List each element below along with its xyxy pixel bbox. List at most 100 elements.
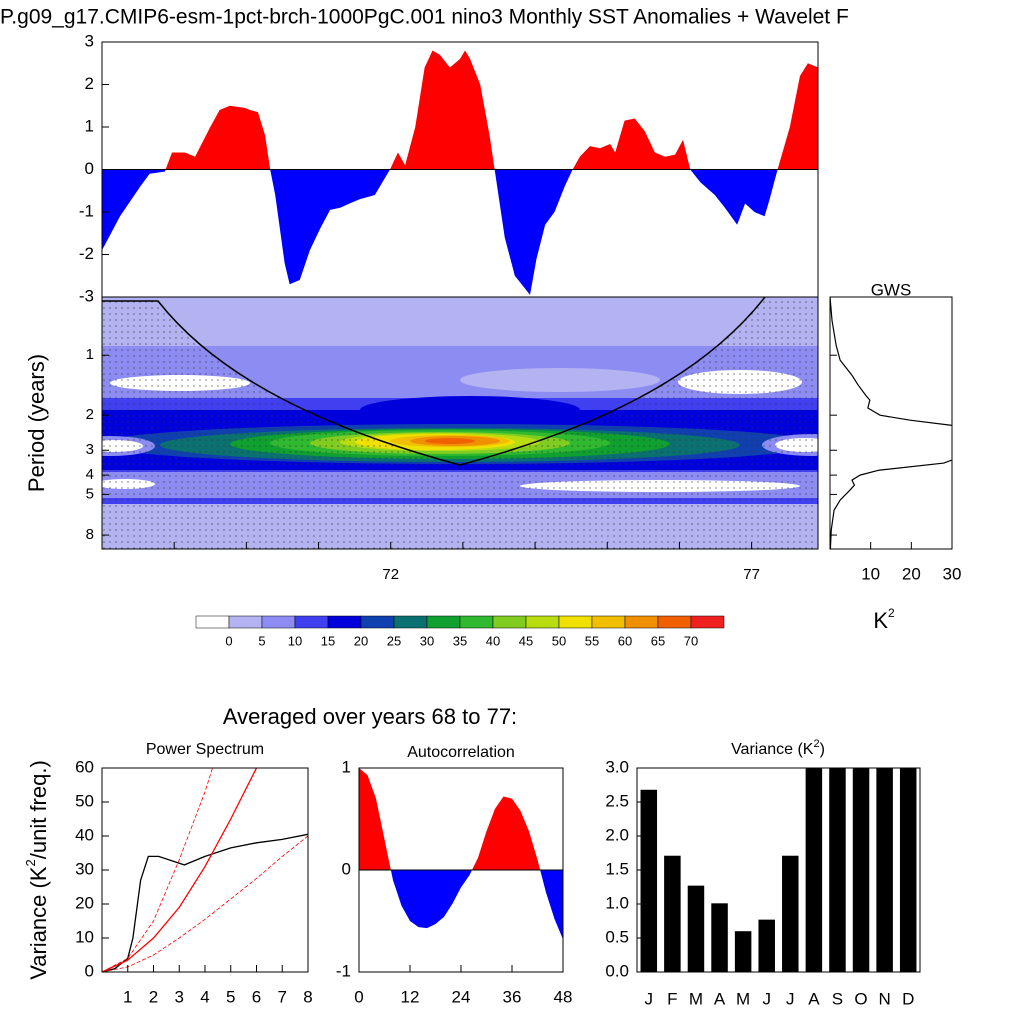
variance-title: Variance (K2) <box>731 738 825 758</box>
colorbar-label: 50 <box>552 633 566 648</box>
colorbar-label: 35 <box>453 633 467 648</box>
colorbar-label: 55 <box>585 633 599 648</box>
negative-area <box>359 870 563 940</box>
y-tick-label: 8 <box>86 526 94 543</box>
y-tick-label: 0 <box>85 159 94 178</box>
colorbar-box <box>228 615 263 629</box>
y-tick-label: 0 <box>85 961 94 980</box>
y-tick-label: 3 <box>86 441 94 458</box>
y-tick-label: 30 <box>75 859 94 878</box>
y-tick-label: 1 <box>86 346 94 363</box>
label-sup: 2 <box>23 859 38 866</box>
x-tick-label: J <box>762 989 771 1008</box>
label-sup: 2 <box>888 606 895 620</box>
bar <box>734 931 752 972</box>
x-tick-label: 7 <box>278 987 287 1006</box>
colorbar-box <box>459 615 494 629</box>
colorbar-box <box>327 615 362 629</box>
colorbar-box <box>657 615 692 629</box>
y-tick-label: -2 <box>79 244 94 263</box>
colorbar-box <box>195 615 230 629</box>
series-line <box>102 768 258 972</box>
x-tick-label: 10 <box>861 564 880 583</box>
x-tick-label: 12 <box>401 987 420 1006</box>
x-tick-label: J <box>645 989 654 1008</box>
negative-area <box>102 169 818 295</box>
colorbar-box <box>591 615 626 629</box>
colorbar-label: 40 <box>486 633 500 648</box>
x-tick-label: M <box>689 989 703 1008</box>
y-tick-label: -1 <box>79 201 94 220</box>
colorbar-label: 25 <box>387 633 401 648</box>
y-tick-label: 50 <box>75 791 94 810</box>
colorbar-label: 45 <box>519 633 533 648</box>
gws-line <box>830 297 952 549</box>
colorbar-box <box>624 615 659 629</box>
y-tick-label: 1 <box>342 757 351 776</box>
label-part: /unit freq.) <box>26 760 51 859</box>
x-tick-label: 6 <box>252 987 261 1006</box>
series-line <box>102 833 308 972</box>
bar <box>711 903 728 972</box>
x-tick-label: 8 <box>303 987 312 1006</box>
y-tick-label: 1 <box>85 116 94 135</box>
autocorr-title: Autocorrelation <box>407 744 515 761</box>
x-tick-label: 4 <box>200 987 209 1006</box>
series-line <box>102 835 308 972</box>
x-tick-label: 3 <box>175 987 184 1006</box>
y-tick-label: 3.0 <box>605 757 629 776</box>
x-tick-label: 24 <box>452 987 471 1006</box>
y-tick-label: -3 <box>79 286 94 305</box>
y-tick-label: 2 <box>86 406 94 423</box>
plot-frame <box>101 296 819 550</box>
label-sup: 2 <box>813 738 819 750</box>
y-tick-label: 10 <box>75 927 94 946</box>
bar <box>805 768 823 972</box>
y-tick-label: 3 <box>85 31 94 50</box>
chart-title: P.g09_g17.CMIP6-esm-1pct-brch-1000PgC.00… <box>0 6 849 29</box>
y-axis-label: Period (years) <box>24 354 49 492</box>
x-tick-label: 48 <box>554 987 573 1006</box>
bar <box>758 919 775 972</box>
y-tick-label: 40 <box>75 825 94 844</box>
bar <box>664 855 681 972</box>
plot-frame <box>829 296 953 550</box>
x-tick-label: S <box>832 989 843 1008</box>
colorbar-box <box>525 615 560 629</box>
y-tick-label: 0.0 <box>605 961 629 980</box>
x-tick-label: 0 <box>354 987 363 1006</box>
x-tick-label: N <box>878 989 890 1008</box>
y-tick-label: -1 <box>336 961 351 980</box>
gws-x-label: K2 <box>873 606 895 633</box>
label-part: ) <box>820 741 825 758</box>
colorbar-label: 30 <box>420 633 434 648</box>
colorbar-box <box>690 615 725 629</box>
bar <box>782 855 799 972</box>
x-tick-label: O <box>854 989 867 1008</box>
colorbar-box <box>492 615 527 629</box>
colorbar-box <box>294 615 329 629</box>
bar <box>899 768 917 972</box>
y-tick-label: 60 <box>75 757 94 776</box>
x-tick-label: M <box>736 989 750 1008</box>
colorbar-box <box>393 615 428 629</box>
y-tick-label: 0 <box>342 859 351 878</box>
label-part: Variance (K <box>26 866 51 980</box>
gws-title: GWS <box>871 280 912 299</box>
x-tick-label: 5 <box>226 987 235 1006</box>
colorbar-box <box>558 615 593 629</box>
power-title: Power Spectrum <box>146 741 264 758</box>
y-tick-label: 1.0 <box>605 893 629 912</box>
colorbar-label: 60 <box>618 633 632 648</box>
y-tick-label: 4 <box>86 466 94 483</box>
power-y-label: Variance (K2/unit freq.) <box>23 760 50 980</box>
x-tick-label: 72 <box>382 566 399 583</box>
bar <box>687 885 705 972</box>
y-tick-label: 20 <box>75 893 94 912</box>
y-tick-label: 2.0 <box>605 825 629 844</box>
x-tick-label: 2 <box>149 987 158 1006</box>
x-tick-label: F <box>667 989 677 1008</box>
label-part: Variance (K <box>731 741 814 758</box>
plot-frame <box>101 767 309 973</box>
